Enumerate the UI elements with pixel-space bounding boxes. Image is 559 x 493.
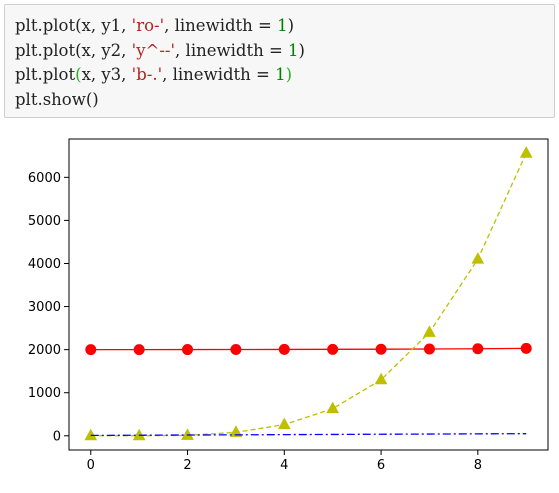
- code-paren: ): [298, 40, 305, 60]
- series-1-point: [278, 343, 290, 355]
- series-1-point: [230, 344, 242, 356]
- series-2-point: [181, 428, 194, 440]
- cell-output: 0 2 4 6 8 0 1000 2000 3000 4000 5000 6000: [0, 124, 559, 488]
- series-2-point: [423, 325, 436, 337]
- series-2-point: [277, 417, 291, 430]
- x-tick-label: 6: [377, 458, 385, 473]
- code-call: plt.plot(x, y2,: [15, 40, 132, 60]
- axes-frame: [68, 138, 549, 451]
- series-1-point: [520, 342, 532, 354]
- series-layer: [84, 146, 533, 441]
- x-tick-label: 0: [87, 458, 95, 473]
- series-2-point: [519, 146, 533, 158]
- series-1-point: [182, 344, 194, 356]
- series-1-line: [90, 347, 527, 351]
- code-format-string: 'b-.': [131, 65, 163, 84]
- y-tick-label: 5000: [28, 214, 61, 229]
- code-keyword-arg: , linewidth =: [175, 40, 289, 60]
- code-format-string: 'y^--': [131, 40, 176, 60]
- series-2-point: [326, 401, 340, 414]
- series-2-point: [229, 425, 243, 437]
- series-1-point: [472, 343, 484, 355]
- code-format-string: 'ro-': [131, 16, 165, 35]
- y-tick-label: 0: [53, 429, 61, 444]
- series-1-point: [327, 343, 339, 355]
- y-tick-label: 6000: [28, 171, 61, 186]
- series-1-point: [375, 343, 387, 355]
- code-number: 1: [277, 16, 288, 35]
- code-call: plt.plot(x, y1,: [15, 16, 132, 35]
- code-line-2: plt.plot(x, y2, 'y^--', linewidth = 1): [15, 39, 305, 64]
- x-tick-label: 8: [474, 458, 482, 473]
- code-line-4: plt.show(): [15, 88, 305, 113]
- series-1-point: [85, 344, 97, 356]
- code-cell-input[interactable]: plt.plot(x, y1, 'ro-', linewidth = 1) plt…: [4, 4, 555, 118]
- series-1-point: [133, 344, 145, 356]
- code-call: plt.plot: [15, 65, 76, 84]
- series-3-line: [90, 433, 527, 437]
- y-tick-label: 4000: [28, 257, 61, 272]
- code-number: 1: [275, 65, 286, 84]
- code-args: x, y3,: [81, 65, 132, 84]
- y-tick-label: 2000: [28, 343, 61, 358]
- code-line-3: plt.plot(x, y3, 'b-.', linewidth = 1): [15, 63, 305, 88]
- code-number: 1: [288, 40, 299, 60]
- code-editor[interactable]: plt.plot(x, y1, 'ro-', linewidth = 1) plt…: [15, 14, 305, 112]
- code-call: plt.show(): [15, 89, 99, 109]
- x-axis: 0 2 4 6 8: [87, 450, 482, 473]
- y-tick-label: 3000: [28, 300, 61, 315]
- code-keyword-arg: , linewidth =: [162, 65, 276, 84]
- line-chart: 0 2 4 6 8 0 1000 2000 3000 4000 5000 6000: [28, 138, 549, 473]
- series-2-point: [374, 372, 388, 385]
- series-2-line: [90, 152, 527, 437]
- x-tick-label: 4: [280, 458, 288, 473]
- code-paren-highlight: ): [285, 65, 293, 84]
- y-axis: 0 1000 2000 3000 4000 5000 6000: [28, 171, 69, 444]
- series-2-point: [471, 252, 485, 264]
- series-1-point: [423, 343, 435, 355]
- y-tick-label: 1000: [28, 386, 61, 401]
- code-paren: ): [287, 16, 295, 35]
- code-keyword-arg: , linewidth =: [164, 16, 278, 35]
- code-paren-highlight: (: [75, 65, 82, 84]
- x-tick-label: 2: [183, 458, 191, 473]
- code-line-1: plt.plot(x, y1, 'ro-', linewidth = 1): [15, 14, 305, 39]
